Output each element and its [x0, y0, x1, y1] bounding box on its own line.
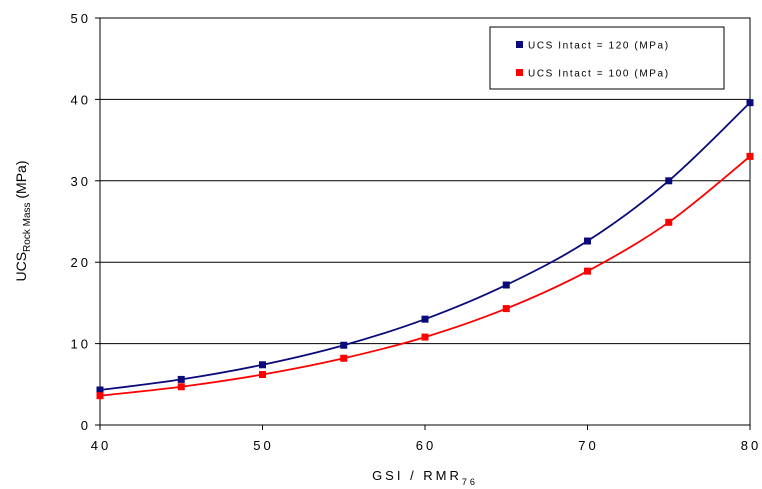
- legend-marker: [516, 41, 523, 48]
- series-line: [99, 155, 751, 397]
- legend-box: [489, 26, 725, 90]
- x-tick-label: 60: [416, 438, 436, 453]
- series-1: [96, 99, 754, 394]
- data-point: [584, 237, 591, 245]
- grid-lines: [100, 98, 750, 345]
- y-axis-title-main: UCS: [13, 252, 29, 282]
- data-point: [584, 267, 591, 275]
- x-axis-title-sub: 76: [462, 477, 478, 487]
- y-axis: 0 10 20 30 40 50: [71, 11, 100, 433]
- x-tick-label: 70: [578, 438, 598, 453]
- x-tick-label: 40: [91, 438, 111, 453]
- y-tick-label: 10: [71, 337, 91, 352]
- data-point: [665, 177, 673, 185]
- legend-label: UCS Intact = 120 (MPa): [528, 41, 670, 52]
- y-tick-label: 30: [71, 174, 91, 189]
- series-layer: [96, 99, 754, 400]
- y-tick-label: 40: [71, 92, 91, 107]
- x-tick-label: 50: [253, 438, 273, 453]
- legend-label: UCS Intact = 100 (MPa): [528, 69, 670, 80]
- y-tick-label: 20: [71, 255, 91, 270]
- data-point: [96, 392, 104, 400]
- data-point: [502, 305, 510, 313]
- x-axis: 40 50 60 70 80: [91, 425, 761, 453]
- data-point: [177, 375, 185, 383]
- x-axis-title-main: GSI / RMR: [372, 468, 462, 483]
- series-line: [99, 102, 751, 391]
- legend: UCS Intact = 120 (MPa) UCS Intact = 100 (…: [489, 26, 725, 90]
- data-point: [340, 354, 348, 362]
- data-point: [96, 386, 104, 394]
- data-point: [340, 341, 348, 349]
- y-tick-label: 0: [81, 418, 91, 433]
- series-2: [96, 152, 754, 400]
- y-tick-label: 50: [71, 11, 91, 26]
- data-point: [421, 333, 429, 341]
- data-point: [259, 361, 266, 369]
- x-axis-title: GSI / RMR76: [372, 468, 478, 487]
- y-axis-title-tail: (MPa): [13, 160, 29, 202]
- data-point: [421, 315, 429, 323]
- data-point: [665, 218, 673, 226]
- legend-marker: [516, 69, 523, 76]
- y-axis-title: UCSRock Mass (MPa): [13, 160, 33, 281]
- data-point: [502, 281, 510, 289]
- x-tick-label: 80: [741, 438, 761, 453]
- data-point: [177, 383, 185, 391]
- data-point: [746, 99, 754, 107]
- y-axis-title-sub: Rock Mass: [22, 202, 33, 251]
- data-point: [259, 371, 266, 379]
- data-point: [746, 152, 754, 160]
